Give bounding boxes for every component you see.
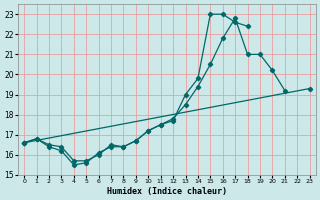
X-axis label: Humidex (Indice chaleur): Humidex (Indice chaleur)	[107, 187, 227, 196]
